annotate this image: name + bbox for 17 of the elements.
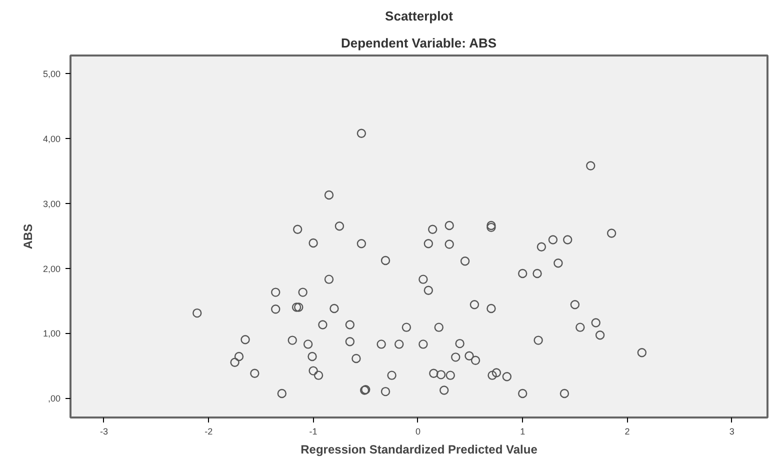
y-tick-label: 2,00 [42, 264, 61, 274]
chart-title: Scatterplot [385, 8, 454, 24]
x-tick-label: 0 [415, 426, 420, 436]
y-axis-title: ABS [20, 224, 35, 250]
x-tick-label: 1 [520, 426, 526, 436]
y-tick-label: 5,00 [42, 69, 61, 80]
y-tick-label: ,00 [48, 394, 61, 404]
y-tick-label: 1,00 [42, 328, 61, 339]
y-tick-label: 4,00 [42, 134, 61, 144]
x-tick-label: -2 [204, 426, 213, 436]
chart-subtitle: Dependent Variable: ABS [340, 36, 497, 50]
x-tick-label: -1 [309, 426, 318, 436]
x-tick-label: -3 [100, 426, 108, 436]
x-axis-title: Regression Standardized Predicted Value [300, 442, 538, 456]
x-tick-label: 3 [729, 426, 734, 436]
x-tick-label: 2 [624, 426, 630, 436]
y-tick-label: 3,00 [42, 198, 61, 209]
